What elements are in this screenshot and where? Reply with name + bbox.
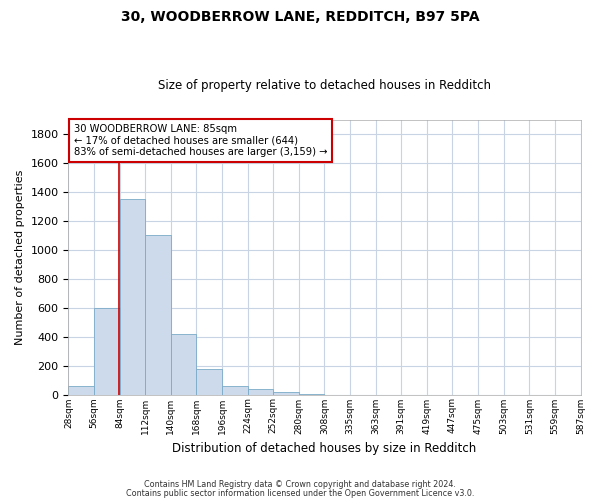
Bar: [145, 236, 171, 394]
Bar: [222, 386, 248, 394]
Text: Contains HM Land Registry data © Crown copyright and database right 2024.: Contains HM Land Registry data © Crown c…: [144, 480, 456, 489]
Title: Size of property relative to detached houses in Redditch: Size of property relative to detached ho…: [158, 79, 491, 92]
X-axis label: Distribution of detached houses by size in Redditch: Distribution of detached houses by size …: [172, 442, 476, 455]
Y-axis label: Number of detached properties: Number of detached properties: [15, 170, 25, 344]
Text: 30, WOODBERROW LANE, REDDITCH, B97 5PA: 30, WOODBERROW LANE, REDDITCH, B97 5PA: [121, 10, 479, 24]
Text: Contains public sector information licensed under the Open Government Licence v3: Contains public sector information licen…: [126, 488, 474, 498]
Bar: [171, 334, 196, 394]
Bar: [196, 369, 222, 394]
Bar: [94, 308, 119, 394]
Bar: [119, 199, 145, 394]
Bar: [273, 392, 299, 394]
Bar: [68, 386, 94, 394]
Bar: [248, 390, 273, 394]
Text: 30 WOODBERROW LANE: 85sqm
← 17% of detached houses are smaller (644)
83% of semi: 30 WOODBERROW LANE: 85sqm ← 17% of detac…: [74, 124, 327, 157]
